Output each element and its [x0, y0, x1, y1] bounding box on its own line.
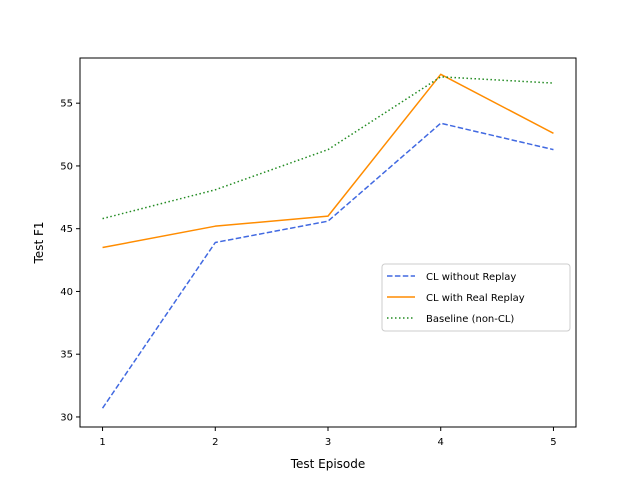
y-tick-label: 45	[60, 224, 73, 235]
y-tick-label: 30	[60, 412, 73, 423]
x-tick-label: 5	[550, 437, 556, 448]
y-axis-title: Test F1	[32, 222, 46, 265]
legend-label-1: CL without Replay	[426, 272, 516, 283]
y-tick-label: 55	[60, 99, 73, 110]
legend-label-2: CL with Real Replay	[426, 293, 525, 304]
series-line-2	[102, 73, 554, 249]
x-tick-label: 1	[99, 437, 105, 448]
series-line-1	[101, 122, 554, 409]
x-tick-label: 2	[212, 437, 218, 448]
y-tick-label: 40	[60, 287, 73, 298]
legend: CL without Replay CL with Real Replay Base…	[381, 263, 571, 332]
legend-label-3: Baseline (non-CL)	[426, 314, 514, 325]
x-axis: 1 2 3 4 5	[99, 427, 557, 448]
y-tick-label: 35	[60, 350, 73, 361]
x-axis-title: Test Episode	[290, 457, 366, 471]
y-tick-label: 50	[60, 161, 73, 172]
series-layer	[101, 73, 554, 409]
x-tick-label: 4	[438, 437, 444, 448]
x-tick-label: 3	[325, 437, 331, 448]
legend-box	[381, 263, 571, 332]
y-axis: 30 35 40 45 50 55	[60, 99, 80, 423]
series-line-3	[102, 76, 554, 220]
